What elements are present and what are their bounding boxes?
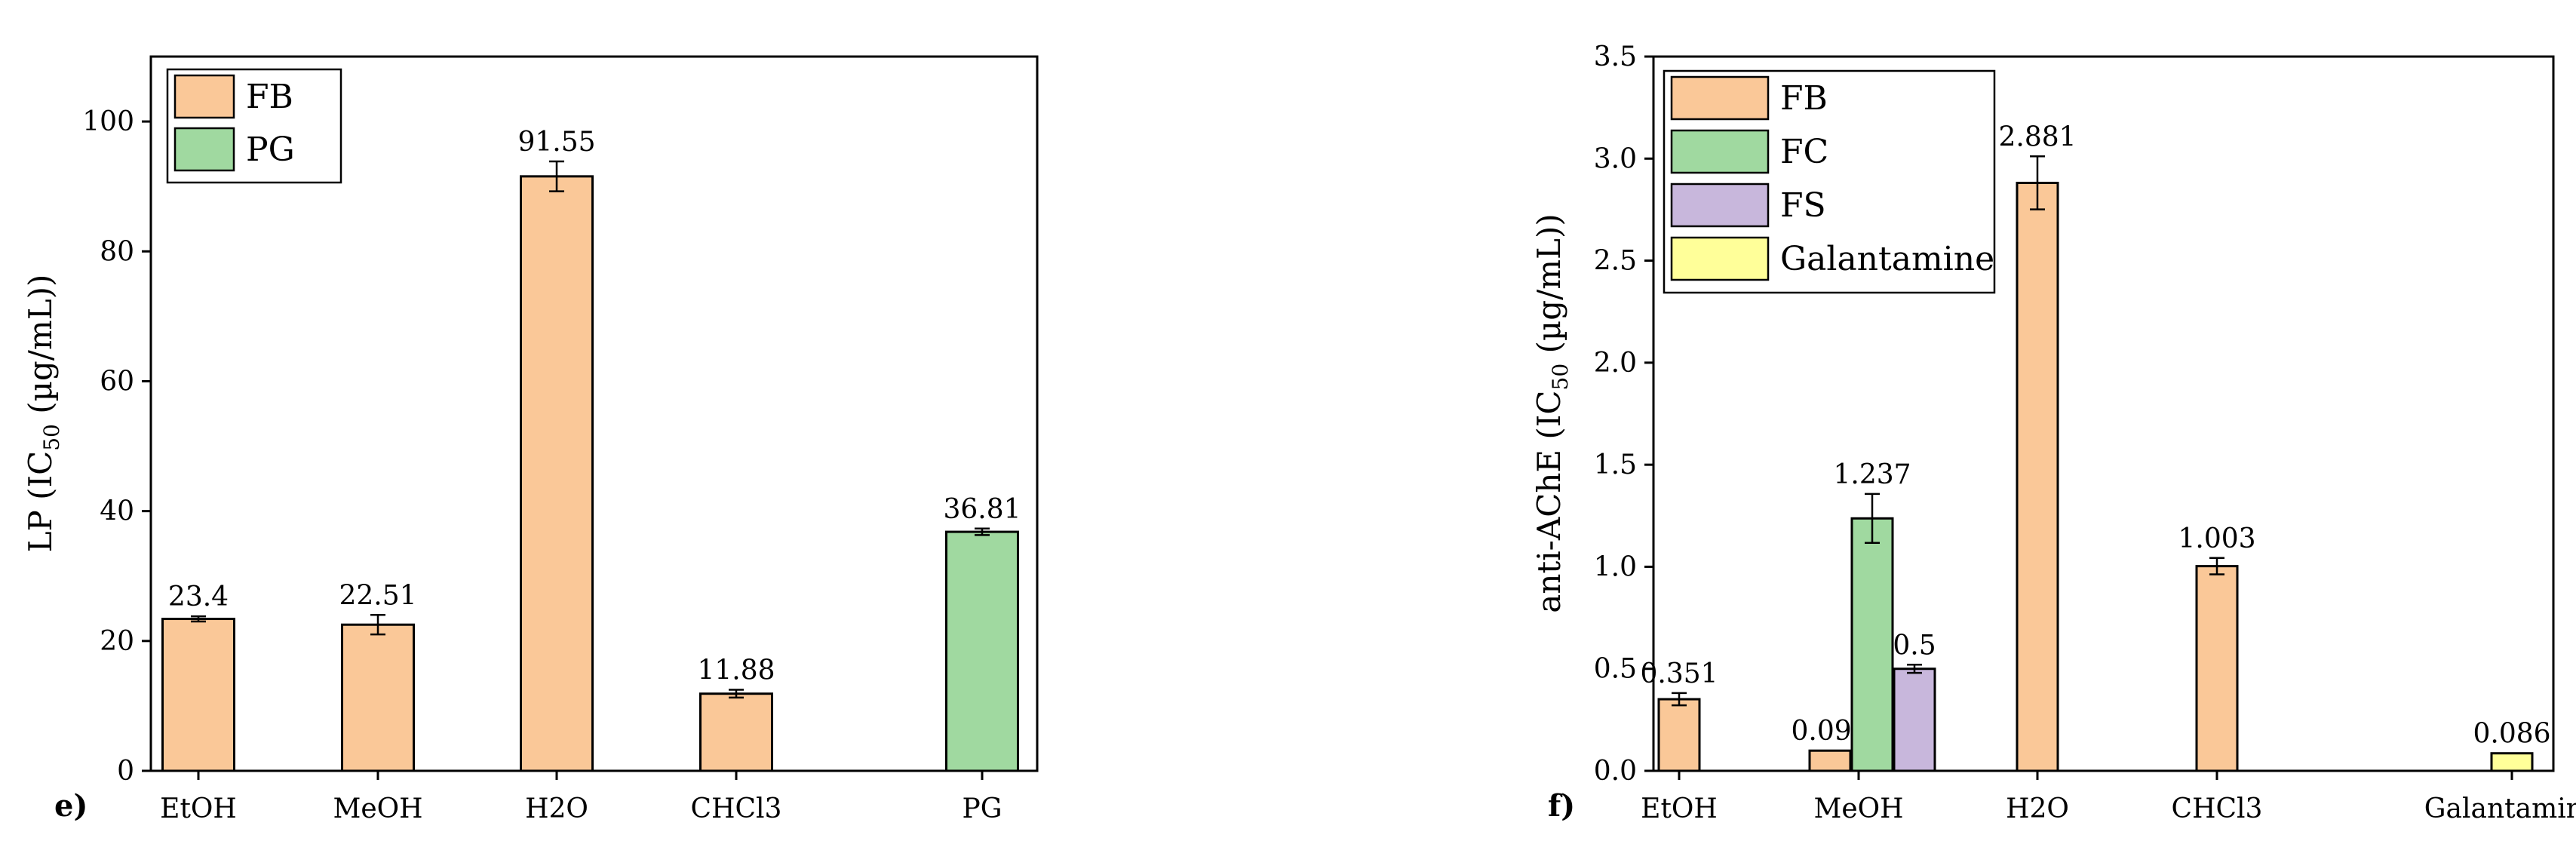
svg-text:LP (IC50 (µg/mL)): LP (IC50 (µg/mL)) [22, 275, 64, 553]
data-label: 0.086 [2473, 719, 2550, 750]
legend-swatch [1670, 129, 1770, 174]
x-tick-label: EtOH [1641, 793, 1718, 824]
plot-frame [149, 55, 1039, 772]
y-tick-label: 60 [100, 366, 134, 397]
legend-swatch [1670, 236, 1770, 281]
legend-swatch [173, 74, 235, 119]
bar [1657, 698, 1701, 772]
x-tick-label: H2O [525, 793, 588, 824]
x-tick-label: MeOH [333, 793, 422, 824]
y-axis-title: anti-AChE (IC50 (µg/mL)) [1531, 213, 1573, 612]
bar [2195, 565, 2239, 772]
y-tick-label: 2.0 [1594, 348, 1637, 379]
bar [699, 692, 773, 772]
bar [2016, 181, 2059, 772]
y-tick-label: 0 [117, 756, 134, 787]
y-tick-label: 1.0 [1594, 551, 1637, 582]
x-tick-label: H2O [2006, 793, 2069, 824]
y-tick-label: 3.5 [1594, 41, 1637, 72]
y-tick-label: 0.0 [1594, 756, 1637, 787]
legend: FB PG [166, 68, 342, 184]
x-tick-label: PG [963, 793, 1002, 824]
y-tick-label: 40 [100, 496, 134, 527]
panel-label: e) [54, 788, 88, 824]
bar [1893, 668, 1936, 772]
bar [945, 530, 1019, 772]
legend-swatch [1670, 183, 1770, 228]
bar [341, 623, 415, 772]
legend-label: FC [1780, 133, 1828, 171]
legend-swatch [1670, 75, 1770, 121]
y-axis-title-sub: 50 [1548, 364, 1573, 391]
data-label: 2.881 [1998, 121, 2076, 152]
y-tick-label: 3.0 [1594, 143, 1637, 174]
panel-label: f) [1548, 788, 1575, 824]
y-tick-label: 1.5 [1594, 450, 1637, 480]
x-tick-label: CHCl3 [2172, 793, 2263, 824]
bar [520, 175, 594, 772]
bar [2490, 752, 2534, 772]
legend-label: PG [246, 130, 295, 169]
y-tick-label: 100 [82, 106, 134, 137]
x-tick-label: EtOH [160, 793, 237, 824]
legend-label: FB [1780, 79, 1828, 118]
data-label: 36.81 [943, 494, 1021, 525]
x-tick-label: MeOH [1813, 793, 1903, 824]
data-label: 91.55 [517, 127, 595, 158]
x-tick-label: Galantamine [2424, 793, 2576, 824]
y-axis-title-sub: 50 [39, 424, 64, 451]
y-axis-title-tail: (µg/mL)) [22, 275, 59, 425]
data-label: 23.4 [168, 582, 229, 612]
data-label: 11.88 [697, 655, 775, 686]
y-axis-title-main: LP (IC [22, 451, 59, 553]
y-axis-title-main: anti-AChE (IC [1531, 390, 1567, 612]
data-label: 1.237 [1833, 459, 1911, 490]
plot-frame [1652, 55, 2555, 772]
bar [1808, 749, 1852, 772]
legend-label: FS [1780, 186, 1826, 225]
chart-panel-f: anti-AChE (IC50 (µg/mL)) f) 0.0 0.5 1.0 1.5… [1531, 41, 2576, 824]
data-label: 0.5 [1893, 630, 1936, 661]
legend: FB FC FS Galantamine [1663, 69, 1996, 294]
legend-label: Galantamine [1780, 240, 1994, 278]
bar [1850, 517, 1894, 772]
y-tick-label: 80 [100, 236, 134, 267]
chart-panel-e: LP (IC50 (µg/mL)) e) 0 20 40 60 80 100 23.4 22… [22, 55, 1039, 824]
legend-swatch [173, 127, 235, 172]
y-tick-label: 2.5 [1594, 246, 1637, 277]
bar [161, 618, 235, 772]
data-label: 0.351 [1640, 658, 1718, 689]
svg-text:anti-AChE (IC50 (µg/mL)): anti-AChE (IC50 (µg/mL)) [1531, 213, 1573, 612]
data-label: 22.51 [339, 580, 416, 611]
y-tick-label: 20 [100, 626, 134, 657]
x-tick-label: CHCl3 [691, 793, 782, 824]
y-axis-title: LP (IC50 (µg/mL)) [22, 275, 64, 553]
y-axis-title-tail: (µg/mL)) [1531, 213, 1567, 364]
y-tick-label: 0.5 [1594, 654, 1637, 685]
legend-label: FB [246, 78, 293, 116]
data-label: 1.003 [2178, 523, 2255, 554]
